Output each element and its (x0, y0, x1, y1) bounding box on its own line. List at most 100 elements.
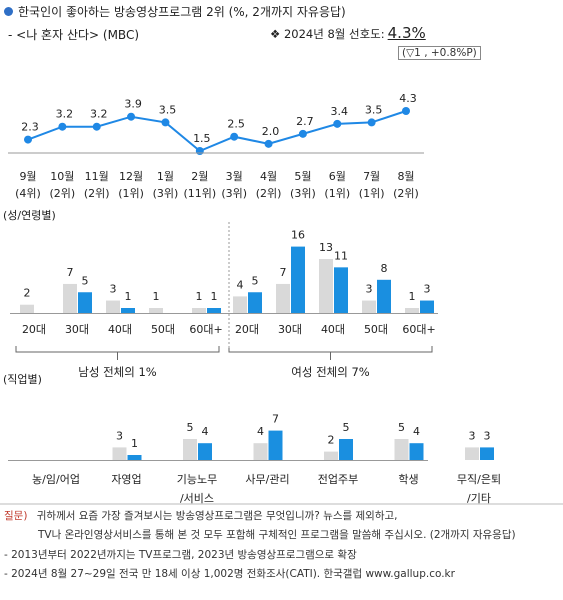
trend-value-label: 2.7 (296, 115, 314, 128)
age-category-label: 30대 (65, 323, 89, 336)
occ-bar-prev (253, 443, 268, 460)
occupation-category-label: 학생 (398, 473, 418, 486)
trend-value-label: 2.0 (262, 125, 280, 138)
age-category-label: 30대 (278, 323, 302, 336)
bar-curr (207, 308, 221, 313)
trend-month-label: 1월 (157, 170, 174, 183)
trend-value-label: 4.3 (399, 92, 417, 105)
trend-point-4 (127, 112, 136, 121)
chart-subtitle: - <나 혼자 산다> (MBC) (8, 28, 140, 42)
bar-prev (276, 283, 290, 313)
trend-line (27, 110, 407, 153)
bar-curr-value: 16 (291, 229, 305, 242)
title-text: 한국인이 좋아하는 방송영상프로그램 2위 (18, 5, 225, 19)
group-total-label: 남성 전체의 1% (78, 365, 157, 379)
trend-point-2 (58, 122, 67, 131)
occ-bar-curr (127, 455, 142, 460)
age-category-label: 20대 (22, 323, 46, 336)
trend-rank-label: (3위) (290, 187, 316, 200)
group-total-label: 여성 전체의 7% (291, 365, 370, 379)
occ-bar-curr (480, 447, 494, 460)
occ-bar-prev (112, 447, 127, 460)
occupation-category-label: /기타 (467, 492, 491, 505)
occ-bar-prev-value: 2 (328, 434, 335, 447)
bar-curr (420, 300, 434, 313)
age-category-label: 40대 (108, 323, 132, 336)
occupation-category-label: 전업주부 (318, 473, 358, 486)
trend-value-label: 3.2 (90, 108, 108, 121)
trend-point-12 (402, 107, 410, 115)
trend-rank-label: (1위) (324, 187, 350, 200)
trend-rank-label: (3위) (153, 187, 179, 200)
occupation-category-label: 기능노무 (177, 473, 217, 486)
trend-value-label: 3.2 (56, 108, 74, 121)
occ-bar-prev (183, 439, 197, 460)
question-line-1: 질문) 귀하께서 요즘 가장 즐겨보시는 방송영상프로그램은 무엇입니까? 뉴스… (4, 508, 397, 523)
bar-prev (405, 308, 419, 313)
trend-rank-label: (2위) (256, 187, 282, 200)
trend-rank-label: (4위) (15, 187, 41, 200)
occ-bar-curr-value: 5 (343, 421, 350, 434)
age-category-label: 40대 (321, 323, 345, 336)
trend-month-label: 10월 (50, 170, 74, 183)
bar-prev (319, 259, 333, 313)
bar-prev (233, 296, 247, 313)
trend-month-label: 7월 (363, 170, 380, 183)
question-label: 질문) (4, 510, 28, 522)
preference-value: 4.3% (387, 24, 426, 42)
trend-rank-label: (1위) (359, 187, 385, 200)
bar-curr-value: 3 (424, 283, 431, 296)
bar-prev-value: 4 (237, 278, 244, 291)
bar-prev (149, 308, 163, 313)
occupation-section-label: (직업별) (3, 373, 42, 386)
bar-curr (248, 292, 262, 313)
bar-prev-value: 3 (366, 283, 373, 296)
bar-curr-value: 5 (82, 274, 89, 287)
trend-rank-label: (1위) (118, 187, 144, 200)
trend-point-7 (230, 132, 239, 141)
trend-month-label: 5월 (294, 170, 311, 183)
trend-rank-label: (11위) (183, 187, 216, 200)
age-category-label: 20대 (235, 323, 259, 336)
trend-point-10 (333, 119, 342, 128)
preference-summary: ❖ 2024년 8월 선호도: 4.3% (270, 24, 426, 42)
trend-value-label: 3.9 (124, 98, 142, 111)
occ-bar-curr (268, 430, 283, 460)
trend-point-3 (92, 122, 101, 131)
trend-rank-label: (2위) (84, 187, 110, 200)
preference-change: (▽1 , +0.8%P) (398, 46, 481, 60)
bar-curr (377, 279, 391, 313)
group-bracket (228, 346, 433, 353)
trend-value-label: 3.5 (159, 103, 177, 116)
occupation-category-label: /서비스 (180, 492, 214, 505)
bar-prev-value: 1 (196, 290, 203, 303)
occ-bar-curr (409, 443, 424, 460)
trend-value-label: 1.5 (193, 132, 211, 145)
occ-bar-curr-value: 1 (131, 437, 138, 450)
bar-prev (63, 283, 77, 313)
bar-curr (121, 308, 135, 313)
trend-point-9 (298, 129, 307, 138)
trend-month-label: 6월 (329, 170, 346, 183)
bar-prev (192, 308, 206, 313)
age-category-label: 50대 (151, 323, 175, 336)
occ-bar-curr (339, 439, 353, 460)
occ-bar-prev-value: 3 (116, 429, 123, 442)
age-category-label: 60대+ (189, 323, 222, 336)
bar-prev-value: 3 (110, 283, 117, 296)
bullet-dot-icon (4, 7, 13, 16)
occupation-category-label: 사무/관리 (245, 473, 289, 486)
preference-label: ❖ 2024년 8월 선호도: (270, 27, 385, 41)
bar-prev (362, 300, 376, 313)
occupation-category-label: 농/임/어업 (32, 473, 80, 486)
occ-bar-curr-value: 3 (484, 429, 491, 442)
trend-month-label: 2월 (191, 170, 208, 183)
trend-rank-label: (2위) (50, 187, 76, 200)
trend-value-label: 2.3 (21, 121, 39, 134)
trend-month-label: 12월 (119, 170, 143, 183)
age-category-label: 50대 (364, 323, 388, 336)
footer-note-2: - 2024년 8월 27~29일 전국 만 18세 이상 1,002명 전화조… (4, 568, 455, 580)
question-line-2: TV나 온라인영상서비스를 통해 본 것 모두 포함해 구체적인 프로그램을 말… (38, 529, 516, 541)
trend-month-label: 8월 (397, 170, 414, 183)
trend-month-label: 4월 (260, 170, 277, 183)
